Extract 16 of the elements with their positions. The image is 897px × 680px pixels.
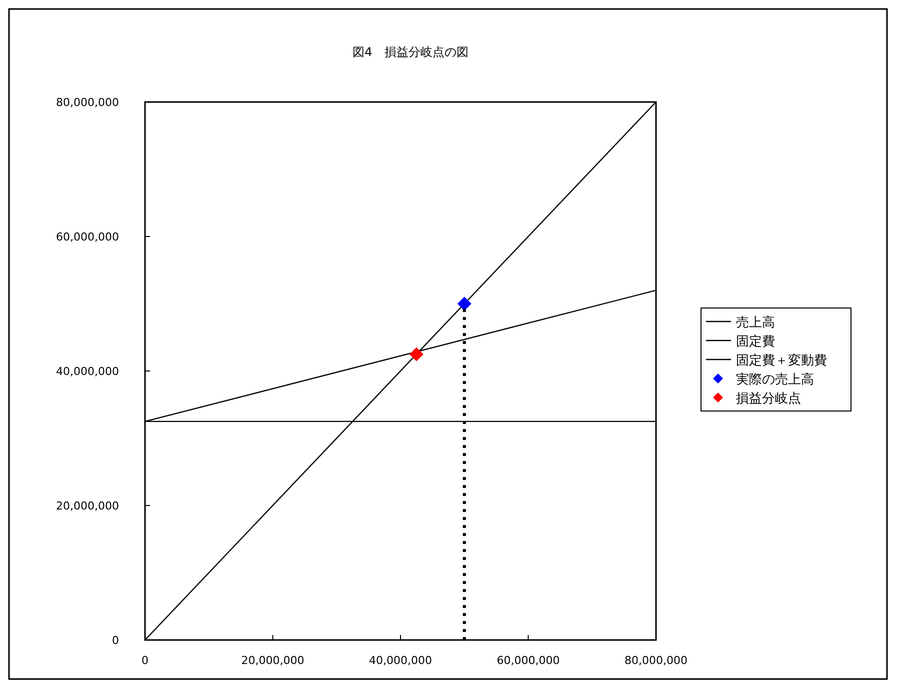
x-tick-label: 0 bbox=[142, 654, 148, 667]
x-tick-label: 20,000,000 bbox=[241, 654, 304, 667]
x-tick-label: 80,000,000 bbox=[624, 654, 688, 667]
x-tick-label: 40,000,000 bbox=[369, 654, 432, 667]
y-tick-label: 40,000,000 bbox=[56, 365, 119, 378]
legend-label: 実際の売上高 bbox=[736, 372, 814, 388]
y-tick-label: 0 bbox=[112, 634, 119, 647]
chart-title: 図4 損益分岐点の図 bbox=[352, 45, 468, 59]
legend-label: 売上高 bbox=[736, 314, 775, 330]
legend-label: 固定費＋変動費 bbox=[736, 352, 827, 368]
legend-label: 損益分岐点 bbox=[736, 392, 801, 406]
x-tick-label: 60,000,000 bbox=[496, 654, 560, 667]
y-tick-label: 80,000,000 bbox=[56, 96, 119, 109]
y-tick-label: 60,000,000 bbox=[56, 230, 119, 244]
legend-label: 固定費 bbox=[736, 334, 775, 350]
y-tick-label: 20,000,000 bbox=[56, 500, 119, 512]
